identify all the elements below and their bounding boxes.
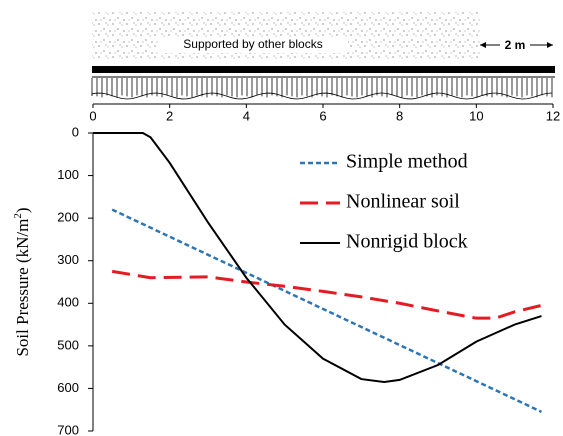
beam xyxy=(92,66,555,73)
series-line xyxy=(93,132,542,384)
series-line xyxy=(111,208,543,413)
x-tick-label: 4 xyxy=(243,108,250,123)
block-label: Supported by other blocks xyxy=(183,37,322,51)
dim-label: 2 m xyxy=(505,38,526,52)
legend-label: Nonlinear soil xyxy=(346,191,460,213)
x-tick-label: 12 xyxy=(546,108,560,123)
y-tick-label: 400 xyxy=(57,295,79,310)
label-bg xyxy=(158,37,348,53)
y-tick-label: 500 xyxy=(57,337,79,352)
ground-line xyxy=(91,92,553,100)
y-tick-label: 200 xyxy=(57,210,79,225)
x-tick-label: 0 xyxy=(89,108,96,123)
y-label-part: Soil Pressure (kN/m xyxy=(13,219,32,357)
y-tick-label: 600 xyxy=(57,380,79,395)
y-tick-label: 0 xyxy=(72,124,79,139)
springs xyxy=(91,78,553,100)
dim-arrowhead xyxy=(547,42,553,48)
legend-label: Simple method xyxy=(346,151,468,173)
y-tick-label: 300 xyxy=(57,252,79,267)
x-tick-label: 10 xyxy=(469,108,483,123)
y-label-part: 2 xyxy=(12,213,24,219)
x-tick-label: 6 xyxy=(319,108,326,123)
y-tick-label: 100 xyxy=(57,167,79,182)
dim-arrowhead xyxy=(480,42,486,48)
y-axis-label: Soil Pressure (kN/m2) xyxy=(12,207,32,356)
y-tick-label: 700 xyxy=(57,422,79,436)
plot-area: 0 2 4 6 8 10 12 0 100 200 300 400 500 600 700 Soil Pres… xyxy=(12,103,560,436)
x-tick-label: 2 xyxy=(166,108,173,123)
legend-label: Nonrigid block xyxy=(346,231,468,253)
y-label-part: ) xyxy=(13,207,32,213)
series-line xyxy=(111,269,542,320)
x-tick-label: 8 xyxy=(396,108,403,123)
